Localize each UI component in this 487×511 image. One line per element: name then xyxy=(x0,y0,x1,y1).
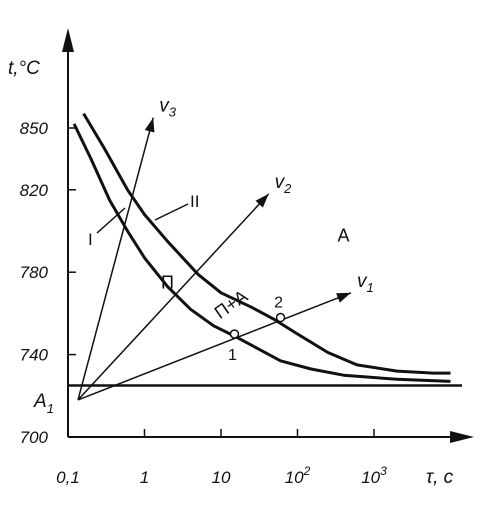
y-axis-title: t,°C xyxy=(8,58,40,79)
y-tick-label: 780 xyxy=(20,263,49,282)
x-tick-label: 103 xyxy=(361,464,387,487)
curve-annotation-leader xyxy=(154,203,189,221)
x-tick-label: 10 xyxy=(212,468,231,487)
curve-I xyxy=(72,123,451,383)
cooling-ray-arrowhead xyxy=(255,193,269,208)
x-axis-title: τ, c xyxy=(426,467,454,488)
cooling-ray-arrowhead xyxy=(144,117,155,133)
a1-label: A1 xyxy=(33,391,54,416)
y-axis-arrow xyxy=(62,28,74,52)
x-tick-label: 1 xyxy=(140,468,149,487)
region-label: П xyxy=(161,273,174,293)
cooling-rate-label: v2 xyxy=(275,172,293,196)
region-label: А xyxy=(338,225,350,245)
cooling-ray-arrowhead xyxy=(336,292,351,303)
curves xyxy=(68,112,462,387)
curve-annotation-leader xyxy=(96,207,126,234)
point-label: 2 xyxy=(274,295,283,312)
region-label: П+А xyxy=(211,286,252,323)
intersection-point xyxy=(275,312,286,323)
curve-annotation: I xyxy=(88,230,93,249)
cooling-ray-1 xyxy=(77,292,352,401)
cooling-ray-2 xyxy=(77,193,270,401)
cooling-ray-3 xyxy=(77,117,154,401)
curve-II xyxy=(82,112,451,375)
intersection-point xyxy=(229,329,240,339)
x-tick-label: 102 xyxy=(285,464,311,487)
y-tick-label: 700 xyxy=(20,428,49,447)
y-tick-label: 820 xyxy=(20,181,49,200)
point-label: 1 xyxy=(228,347,237,364)
cooling-rate-label: v3 xyxy=(159,96,177,120)
curve-annotation: II xyxy=(190,192,199,211)
cooling-rate-label: v1 xyxy=(357,271,374,295)
y-tick-label: 850 xyxy=(20,119,49,138)
x-axis-arrow xyxy=(450,431,474,443)
y-tick-label: 740 xyxy=(20,346,49,365)
cooling-rate-lines xyxy=(77,117,352,401)
x-tick-label: 0,1 xyxy=(56,468,80,487)
axes: 700 740 780 820 850 0,1 1 10 102 103 t,°C τ, c xyxy=(8,28,474,488)
